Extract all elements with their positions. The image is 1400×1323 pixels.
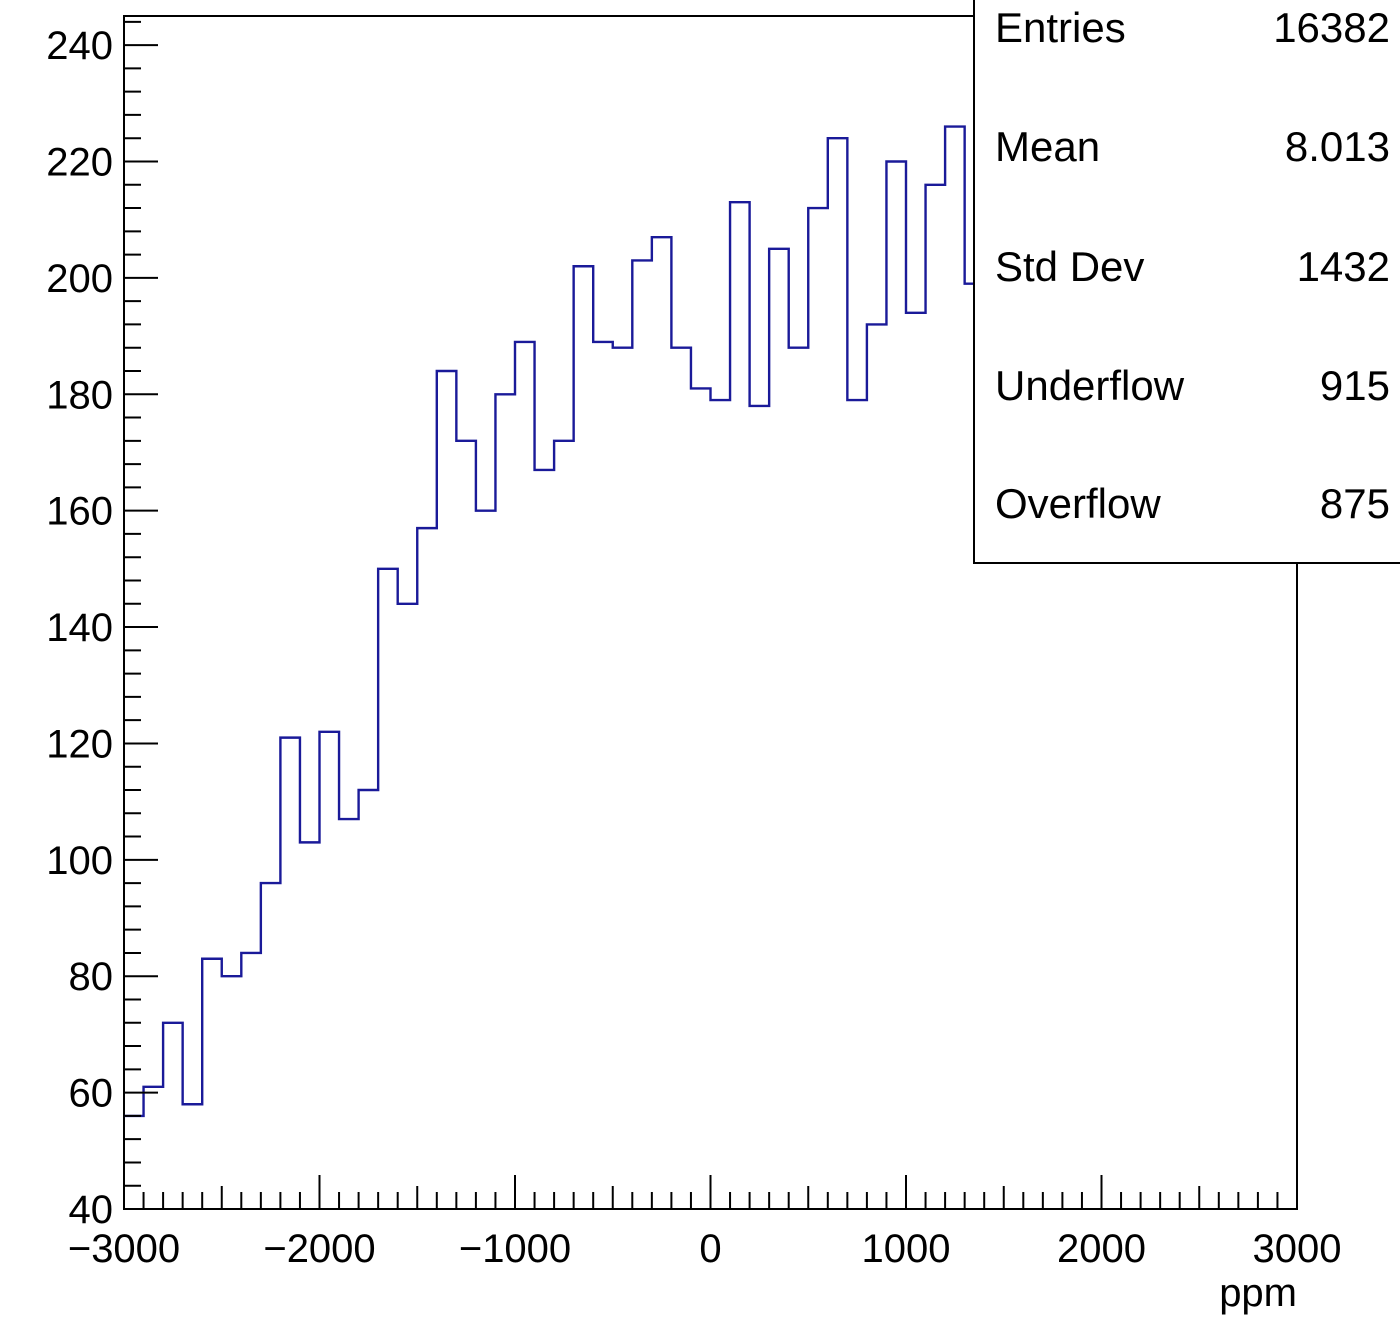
stats-mean-value: 8.013 <box>1285 123 1390 170</box>
y-tick-label: 240 <box>46 24 113 68</box>
histogram-bin <box>183 1104 203 1209</box>
histogram-bin <box>280 738 300 1209</box>
y-tick-label: 60 <box>69 1072 114 1116</box>
histogram-bin <box>711 400 731 1209</box>
histogram-bin <box>437 371 457 1209</box>
histogram-bin <box>398 604 418 1209</box>
histogram-bin <box>261 883 281 1209</box>
histogram-bin <box>339 819 359 1209</box>
x-tick-label: 0 <box>699 1227 721 1271</box>
histogram-bin <box>652 237 672 1209</box>
histogram-bin <box>320 732 340 1209</box>
histogram-bin <box>691 388 711 1209</box>
histogram-bin <box>906 313 926 1209</box>
y-tick-label: 120 <box>46 722 113 766</box>
histogram-bin <box>222 976 242 1209</box>
y-tick-label: 200 <box>46 257 113 301</box>
histogram-bin <box>456 441 476 1209</box>
histogram-bin <box>378 569 398 1209</box>
histogram-bin <box>926 185 946 1209</box>
x-axis: −3000 −2000 −1000 0 1000 2000 3000 <box>68 1175 1342 1271</box>
stats-box-frame <box>973 0 1400 564</box>
histogram-bin <box>945 127 965 1209</box>
stats-underflow-label: Underflow <box>995 362 1185 409</box>
histogram-bin <box>554 441 574 1209</box>
stats-stddev-label: Std Dev <box>995 243 1144 290</box>
histogram-bin <box>574 266 594 1209</box>
y-axis: 40 60 80 100 120 140 160 180 200 220 240 <box>46 20 158 1232</box>
histogram-bin <box>1238 452 1258 1209</box>
histogram-bin <box>163 1023 183 1209</box>
histogram-bin <box>476 511 496 1209</box>
x-tick-label: 1000 <box>862 1227 951 1271</box>
histogram-bin <box>867 324 887 1209</box>
histogram-bin <box>671 348 691 1209</box>
histogram-bin <box>613 348 633 1209</box>
histogram-bin <box>515 342 535 1209</box>
stats-overflow-label: Overflow <box>995 480 1161 527</box>
y-tick-label: 180 <box>46 373 113 417</box>
stats-entries-value: 16382 <box>1273 4 1390 51</box>
histogram-bin <box>886 161 906 1209</box>
x-tick-label: −2000 <box>263 1227 375 1271</box>
histogram-bin <box>808 208 828 1209</box>
y-tick-label: 80 <box>69 955 114 999</box>
histogram-bin <box>417 528 437 1209</box>
histogram-bin <box>359 790 379 1209</box>
stats-stddev-value: 1432 <box>1297 243 1390 290</box>
histogram-bin <box>144 1087 164 1209</box>
histogram-bin <box>632 260 652 1209</box>
histogram-bin <box>789 348 809 1209</box>
stats-underflow-value: 915 <box>1320 362 1390 409</box>
x-tick-label: 3000 <box>1253 1227 1342 1271</box>
histogram-bin <box>495 394 515 1209</box>
x-axis-title: ppm <box>1219 1271 1297 1315</box>
y-tick-label: 140 <box>46 606 113 650</box>
histogram-bin <box>241 953 261 1209</box>
histogram-bin <box>593 342 613 1209</box>
stats-mean-label: Mean <box>995 123 1100 170</box>
histogram-bin <box>300 842 320 1209</box>
histogram-bin <box>847 400 867 1209</box>
y-tick-label: 40 <box>69 1188 114 1232</box>
y-tick-label: 160 <box>46 490 113 534</box>
y-tick-label: 100 <box>46 839 113 883</box>
x-tick-label: −1000 <box>459 1227 571 1271</box>
stats-overflow-value: 875 <box>1320 480 1390 527</box>
x-tick-label: −3000 <box>68 1227 180 1271</box>
stats-entries-label: Entries <box>995 4 1126 51</box>
stats-box: Entries 16382 Mean 8.013 Std Dev 1432 Un… <box>973 0 1400 564</box>
histogram-bin <box>750 406 770 1209</box>
histogram-bin <box>828 138 848 1209</box>
y-tick-label: 220 <box>46 140 113 184</box>
histogram-bin <box>202 959 222 1209</box>
histogram-bin <box>769 249 789 1209</box>
histogram-bin <box>535 470 555 1209</box>
x-tick-label: 2000 <box>1057 1227 1146 1271</box>
histogram-bin <box>730 202 750 1209</box>
